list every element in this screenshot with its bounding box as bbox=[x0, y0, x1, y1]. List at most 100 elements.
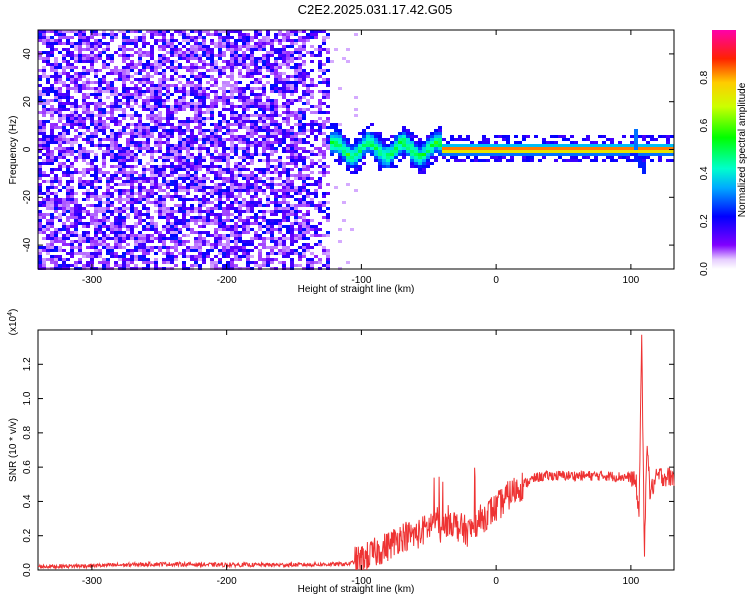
spectrogram-cell bbox=[238, 45, 242, 48]
spectrogram-cell bbox=[146, 216, 150, 219]
spectrogram-cell bbox=[246, 87, 250, 90]
spectrogram-cell bbox=[534, 147, 538, 150]
spectrogram-cell bbox=[58, 177, 62, 180]
spectrogram-cell bbox=[62, 258, 66, 261]
spectrogram-cell bbox=[142, 69, 146, 72]
spectrogram-cell bbox=[62, 66, 66, 69]
spectrogram-cell bbox=[66, 63, 70, 66]
spectrogram-cell bbox=[182, 213, 186, 216]
spectrogram-cell bbox=[242, 120, 246, 123]
spectrogram-cell bbox=[538, 147, 542, 150]
spectrogram-cell bbox=[214, 264, 218, 267]
spectrogram-cell bbox=[178, 159, 182, 162]
spectrogram-cell bbox=[98, 147, 102, 150]
spectrogram-cell bbox=[42, 225, 46, 228]
spectrogram-cell bbox=[326, 231, 330, 234]
spectrogram-cell bbox=[622, 144, 626, 147]
spectrogram-cell bbox=[262, 45, 266, 48]
spectrogram-cell bbox=[38, 54, 42, 57]
spectrogram-cell bbox=[666, 153, 670, 156]
spectrogram-cell bbox=[302, 45, 306, 48]
spectrogram-cell bbox=[94, 228, 98, 231]
spectrogram-cell bbox=[194, 264, 198, 267]
spectrogram-cell bbox=[74, 90, 78, 93]
spectrogram-cell bbox=[366, 135, 370, 138]
spectrogram-cell bbox=[386, 159, 390, 162]
spectrogram-cell bbox=[42, 162, 46, 165]
spectrogram-cell bbox=[162, 63, 166, 66]
spectrogram-cell bbox=[242, 186, 246, 189]
spectrogram-cell bbox=[254, 45, 258, 48]
spectrogram-cell bbox=[150, 63, 154, 66]
spectrogram-cell bbox=[238, 72, 242, 75]
spectrogram-cell bbox=[118, 144, 122, 147]
spectrogram-cell bbox=[146, 108, 150, 111]
spectrogram-cell bbox=[46, 174, 50, 177]
spectrogram-cell bbox=[266, 135, 270, 138]
spectrogram-cell bbox=[126, 261, 130, 264]
spectrogram-cell bbox=[302, 30, 306, 33]
spectrogram-cell bbox=[190, 162, 194, 165]
spectrogram-cell bbox=[310, 45, 314, 48]
spectrogram-cell bbox=[270, 147, 274, 150]
spectrogram-cell bbox=[230, 36, 234, 39]
spectrogram-cell bbox=[38, 192, 42, 195]
spectrogram-cell bbox=[426, 153, 430, 156]
spectrogram-cell bbox=[134, 129, 138, 132]
spectrogram-cell bbox=[182, 45, 186, 48]
spectrogram-cell bbox=[570, 150, 574, 153]
spectrogram-cell bbox=[90, 213, 94, 216]
spectrogram-cell bbox=[134, 36, 138, 39]
spectrogram-cell bbox=[50, 240, 54, 243]
spectrogram-cell bbox=[438, 138, 442, 141]
spectrogram-cell bbox=[250, 228, 254, 231]
spectrogram-cell bbox=[110, 174, 114, 177]
spectrogram-cell bbox=[282, 63, 286, 66]
spectrogram-cell bbox=[94, 54, 98, 57]
spectrogram-cell bbox=[226, 36, 230, 39]
spectrogram-cell bbox=[110, 180, 114, 183]
spectrogram-cell bbox=[150, 147, 154, 150]
spectrogram-cell bbox=[118, 123, 122, 126]
spectrogram-cell bbox=[214, 144, 218, 147]
spectrogram-cell bbox=[162, 57, 166, 60]
spectrogram-cell bbox=[122, 126, 126, 129]
spectrogram-cell bbox=[458, 138, 462, 141]
spectrogram-cell bbox=[210, 84, 214, 87]
spectrogram-cell bbox=[94, 243, 98, 246]
spectrogram-cell bbox=[394, 153, 398, 156]
spectrogram-cell bbox=[346, 159, 350, 162]
snr-scale-open: (x10 bbox=[8, 315, 19, 335]
spectrogram-cell bbox=[246, 156, 250, 159]
spectrogram-cell bbox=[254, 177, 258, 180]
spectrogram-cell bbox=[194, 177, 198, 180]
spectrogram-cell bbox=[198, 159, 202, 162]
spectrogram-cell bbox=[98, 138, 102, 141]
spectrogram-cell bbox=[138, 222, 142, 225]
spectrogram-cell bbox=[50, 186, 54, 189]
spectrogram-cell bbox=[202, 87, 206, 90]
spectrogram-cell bbox=[306, 237, 310, 240]
spectrogram-cell bbox=[110, 108, 114, 111]
spectrogram-cell bbox=[162, 207, 166, 210]
spectrogram-cell bbox=[162, 141, 166, 144]
spectrogram-cell bbox=[182, 162, 186, 165]
spectrogram-cell bbox=[138, 255, 142, 258]
spectrogram-cell bbox=[406, 129, 410, 132]
spectrogram-cell bbox=[90, 219, 94, 222]
spectrogram-cell bbox=[622, 153, 626, 156]
spectrogram-cell bbox=[270, 186, 274, 189]
spectrogram-cell bbox=[66, 30, 70, 33]
spectrogram-cell bbox=[346, 138, 350, 141]
spectrogram-cell bbox=[106, 87, 110, 90]
spectrogram-cell bbox=[118, 255, 122, 258]
spectrogram-cell bbox=[94, 114, 98, 117]
spectrogram-cell bbox=[266, 225, 270, 228]
spectrogram-cell bbox=[482, 147, 486, 150]
spectrogram-cell bbox=[58, 207, 62, 210]
spectrogram-cell bbox=[66, 93, 70, 96]
spectrogram-cell bbox=[174, 246, 178, 249]
spectrogram-cell bbox=[98, 54, 102, 57]
spectrogram-cell bbox=[130, 42, 134, 45]
spectrogram-cell bbox=[298, 177, 302, 180]
